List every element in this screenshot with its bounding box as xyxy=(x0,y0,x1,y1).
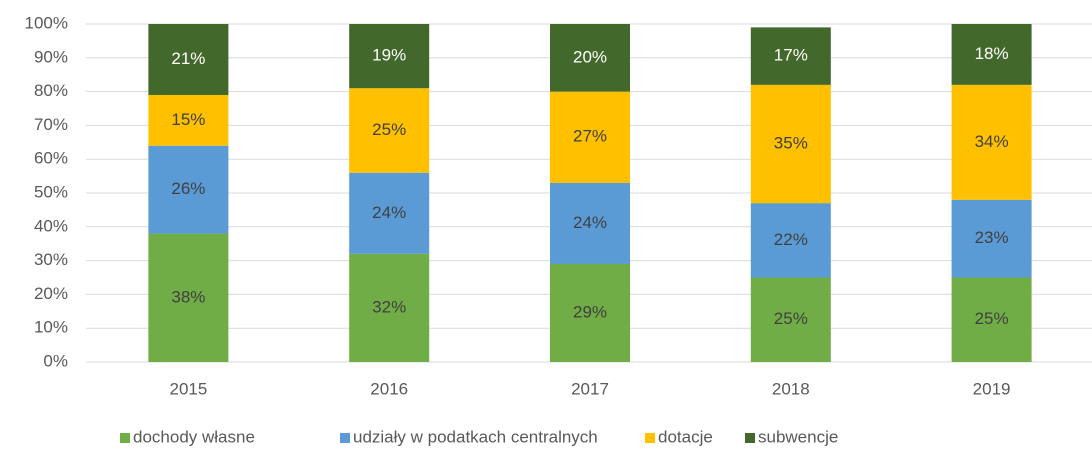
data-label: 20% xyxy=(573,47,607,66)
y-tick-label: 0% xyxy=(43,351,68,370)
bar-segment xyxy=(550,182,630,264)
legend-swatch xyxy=(340,433,350,443)
bar-segment xyxy=(750,203,831,278)
data-label: 24% xyxy=(573,213,607,232)
data-label: 26% xyxy=(171,179,205,198)
bar-segment xyxy=(148,233,229,362)
data-label: 34% xyxy=(975,132,1009,151)
x-tick-label: 2018 xyxy=(772,379,810,398)
data-label: 18% xyxy=(975,44,1009,63)
bar-segment xyxy=(951,199,1032,278)
data-label: 25% xyxy=(774,309,808,328)
legend-swatch xyxy=(645,433,655,443)
bar-segment xyxy=(550,263,630,362)
bar-segment xyxy=(349,24,430,89)
bar-segment xyxy=(750,27,831,85)
y-tick-label: 90% xyxy=(34,47,68,66)
data-label: 24% xyxy=(372,203,406,222)
data-label: 32% xyxy=(372,297,406,316)
data-label: 21% xyxy=(171,49,205,68)
x-tick-label: 2017 xyxy=(571,379,609,398)
bar-segment xyxy=(148,145,229,234)
bar-segment xyxy=(951,277,1032,362)
bar-segment xyxy=(349,172,430,254)
bar-segment xyxy=(148,24,229,95)
legend-label: dochody własne xyxy=(133,427,255,446)
y-tick-label: 100% xyxy=(25,13,68,32)
bar-segment xyxy=(951,24,1032,85)
y-tick-label: 70% xyxy=(34,115,68,134)
bar-segment xyxy=(951,84,1032,200)
data-label: 23% xyxy=(975,228,1009,247)
bar-segment xyxy=(550,91,630,183)
y-tick-label: 80% xyxy=(34,81,68,100)
bar-segment xyxy=(349,88,430,173)
data-label: 38% xyxy=(171,287,205,306)
y-tick-label: 20% xyxy=(34,284,68,303)
y-tick-label: 40% xyxy=(34,216,68,235)
data-label: 25% xyxy=(372,120,406,139)
y-tick-label: 10% xyxy=(34,318,68,337)
y-tick-label: 60% xyxy=(34,149,68,168)
y-tick-label: 50% xyxy=(34,182,68,201)
legend-swatch xyxy=(120,433,130,443)
bar-segment xyxy=(750,277,831,362)
bar-segment xyxy=(148,94,229,146)
legend-label: dotacje xyxy=(658,427,713,446)
bar-segment xyxy=(750,84,831,204)
data-label: 27% xyxy=(573,127,607,146)
legend-label: udziały w podatkach centralnych xyxy=(353,427,598,446)
legend-swatch xyxy=(745,433,755,443)
data-label: 15% xyxy=(171,110,205,129)
x-tick-label: 2015 xyxy=(169,379,207,398)
legend-label: subwencje xyxy=(758,427,838,446)
y-tick-label: 30% xyxy=(34,250,68,269)
data-label: 22% xyxy=(774,230,808,249)
data-label: 25% xyxy=(975,309,1009,328)
data-label: 17% xyxy=(774,46,808,65)
bar-segment xyxy=(550,24,630,92)
bar-segment xyxy=(349,253,430,362)
x-tick-label: 2016 xyxy=(370,379,408,398)
data-label: 29% xyxy=(573,302,607,321)
x-tick-label: 2019 xyxy=(973,379,1011,398)
data-label: 19% xyxy=(372,46,406,65)
data-label: 35% xyxy=(774,133,808,152)
